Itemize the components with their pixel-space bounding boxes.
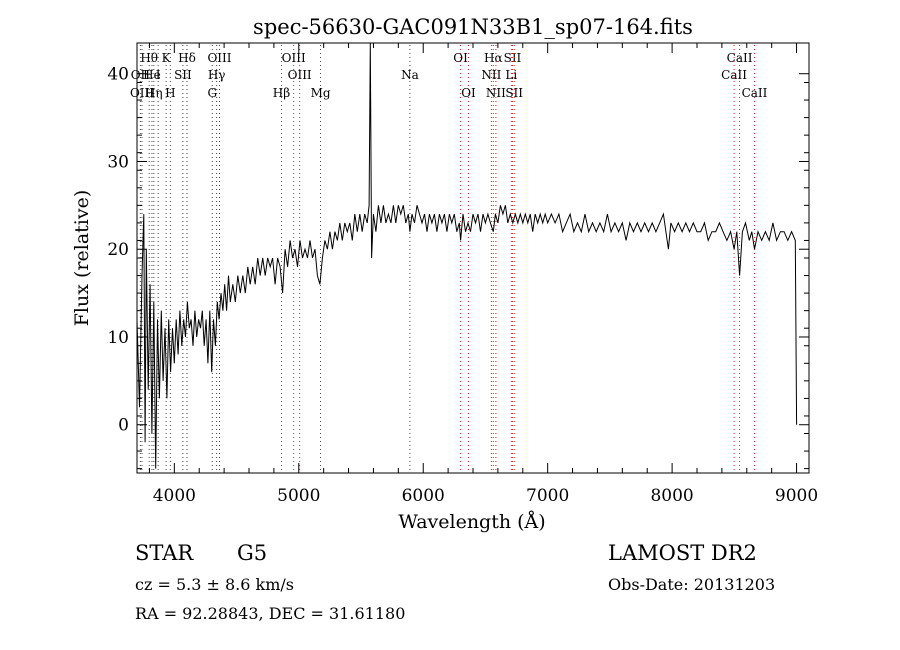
y-tick-label: 30 [107, 152, 129, 172]
x-axis-ticks: 4000 5000 6000 7000 8000 9000 [148, 43, 818, 506]
spectral-line-label: Hδ [178, 51, 196, 65]
redshift-velocity: cz = 5.3 ± 8.6 km/s [135, 575, 294, 594]
x-tick-label: 4000 [153, 486, 196, 506]
spectral-line-label: I [156, 68, 161, 82]
spectral-line-label: OIII [207, 51, 231, 65]
spectral-line-label: Hη [145, 86, 163, 100]
spectral-subclass: G5 [237, 541, 267, 565]
object-type: STAR [135, 541, 194, 565]
spectral-line-label: G [207, 86, 217, 100]
y-tick-label: 20 [107, 240, 129, 260]
spectral-line-label: Na [401, 68, 419, 82]
spectral-line-label: Mg [311, 86, 331, 100]
x-tick-label: 9000 [775, 486, 818, 506]
chart-title: spec-56630-GAC091N33B1_sp07-164.fits [253, 15, 693, 39]
plot-frame [136, 42, 810, 474]
spectral-line-label: Hβ [273, 86, 290, 100]
spectral-line-label: SII [505, 86, 523, 100]
spectral-line-label: Hθ [140, 51, 158, 65]
y-tick-label: 10 [107, 328, 129, 348]
spectral-line-label: OI [461, 86, 476, 100]
spectral-line-label: OIII [130, 86, 154, 100]
flux-spectrum-line [136, 42, 798, 469]
spectral-line-label: CaII [727, 51, 753, 65]
spectral-line-label: SII [174, 68, 192, 82]
x-axis-label: Wavelength (Å) [398, 511, 545, 533]
x-tick-label: 8000 [650, 486, 693, 506]
spectral-line-label: Hγ [208, 68, 226, 82]
y-tick-label: 40 [107, 65, 129, 85]
spectral-line-label: OIII [282, 51, 306, 65]
spectral-line-label: K [162, 51, 172, 65]
x-tick-label: 6000 [402, 486, 445, 506]
spectral-line-label: Li [505, 68, 517, 82]
spectral-line-label: OI [453, 51, 468, 65]
spectral-line-label: He [143, 68, 161, 82]
x-tick-label: 7000 [526, 486, 569, 506]
spectral-line-label: OII [131, 68, 151, 82]
observation-date: Obs-Date: 20131203 [608, 575, 775, 594]
spectral-line-label: Hα [484, 51, 503, 65]
y-axis-ticks: 0 10 20 30 40 [107, 65, 809, 470]
spectral-line-label: NII [486, 86, 506, 100]
spectral-line-label: SII [504, 51, 522, 65]
spectral-line-label: H [165, 86, 175, 100]
coordinates: RA = 92.28843, DEC = 31.61180 [135, 604, 405, 623]
x-tick-label: 5000 [277, 486, 320, 506]
survey-release: LAMOST DR2 [608, 541, 757, 565]
y-tick-label: 0 [118, 416, 129, 436]
spectral-line-label: NII [481, 68, 501, 82]
spectral-line-label: CaII [742, 86, 768, 100]
y-axis-label: Flux (relative) [71, 190, 93, 327]
spectral-line-label: OIII [288, 68, 312, 82]
spectral-line-label: CaII [721, 68, 747, 82]
